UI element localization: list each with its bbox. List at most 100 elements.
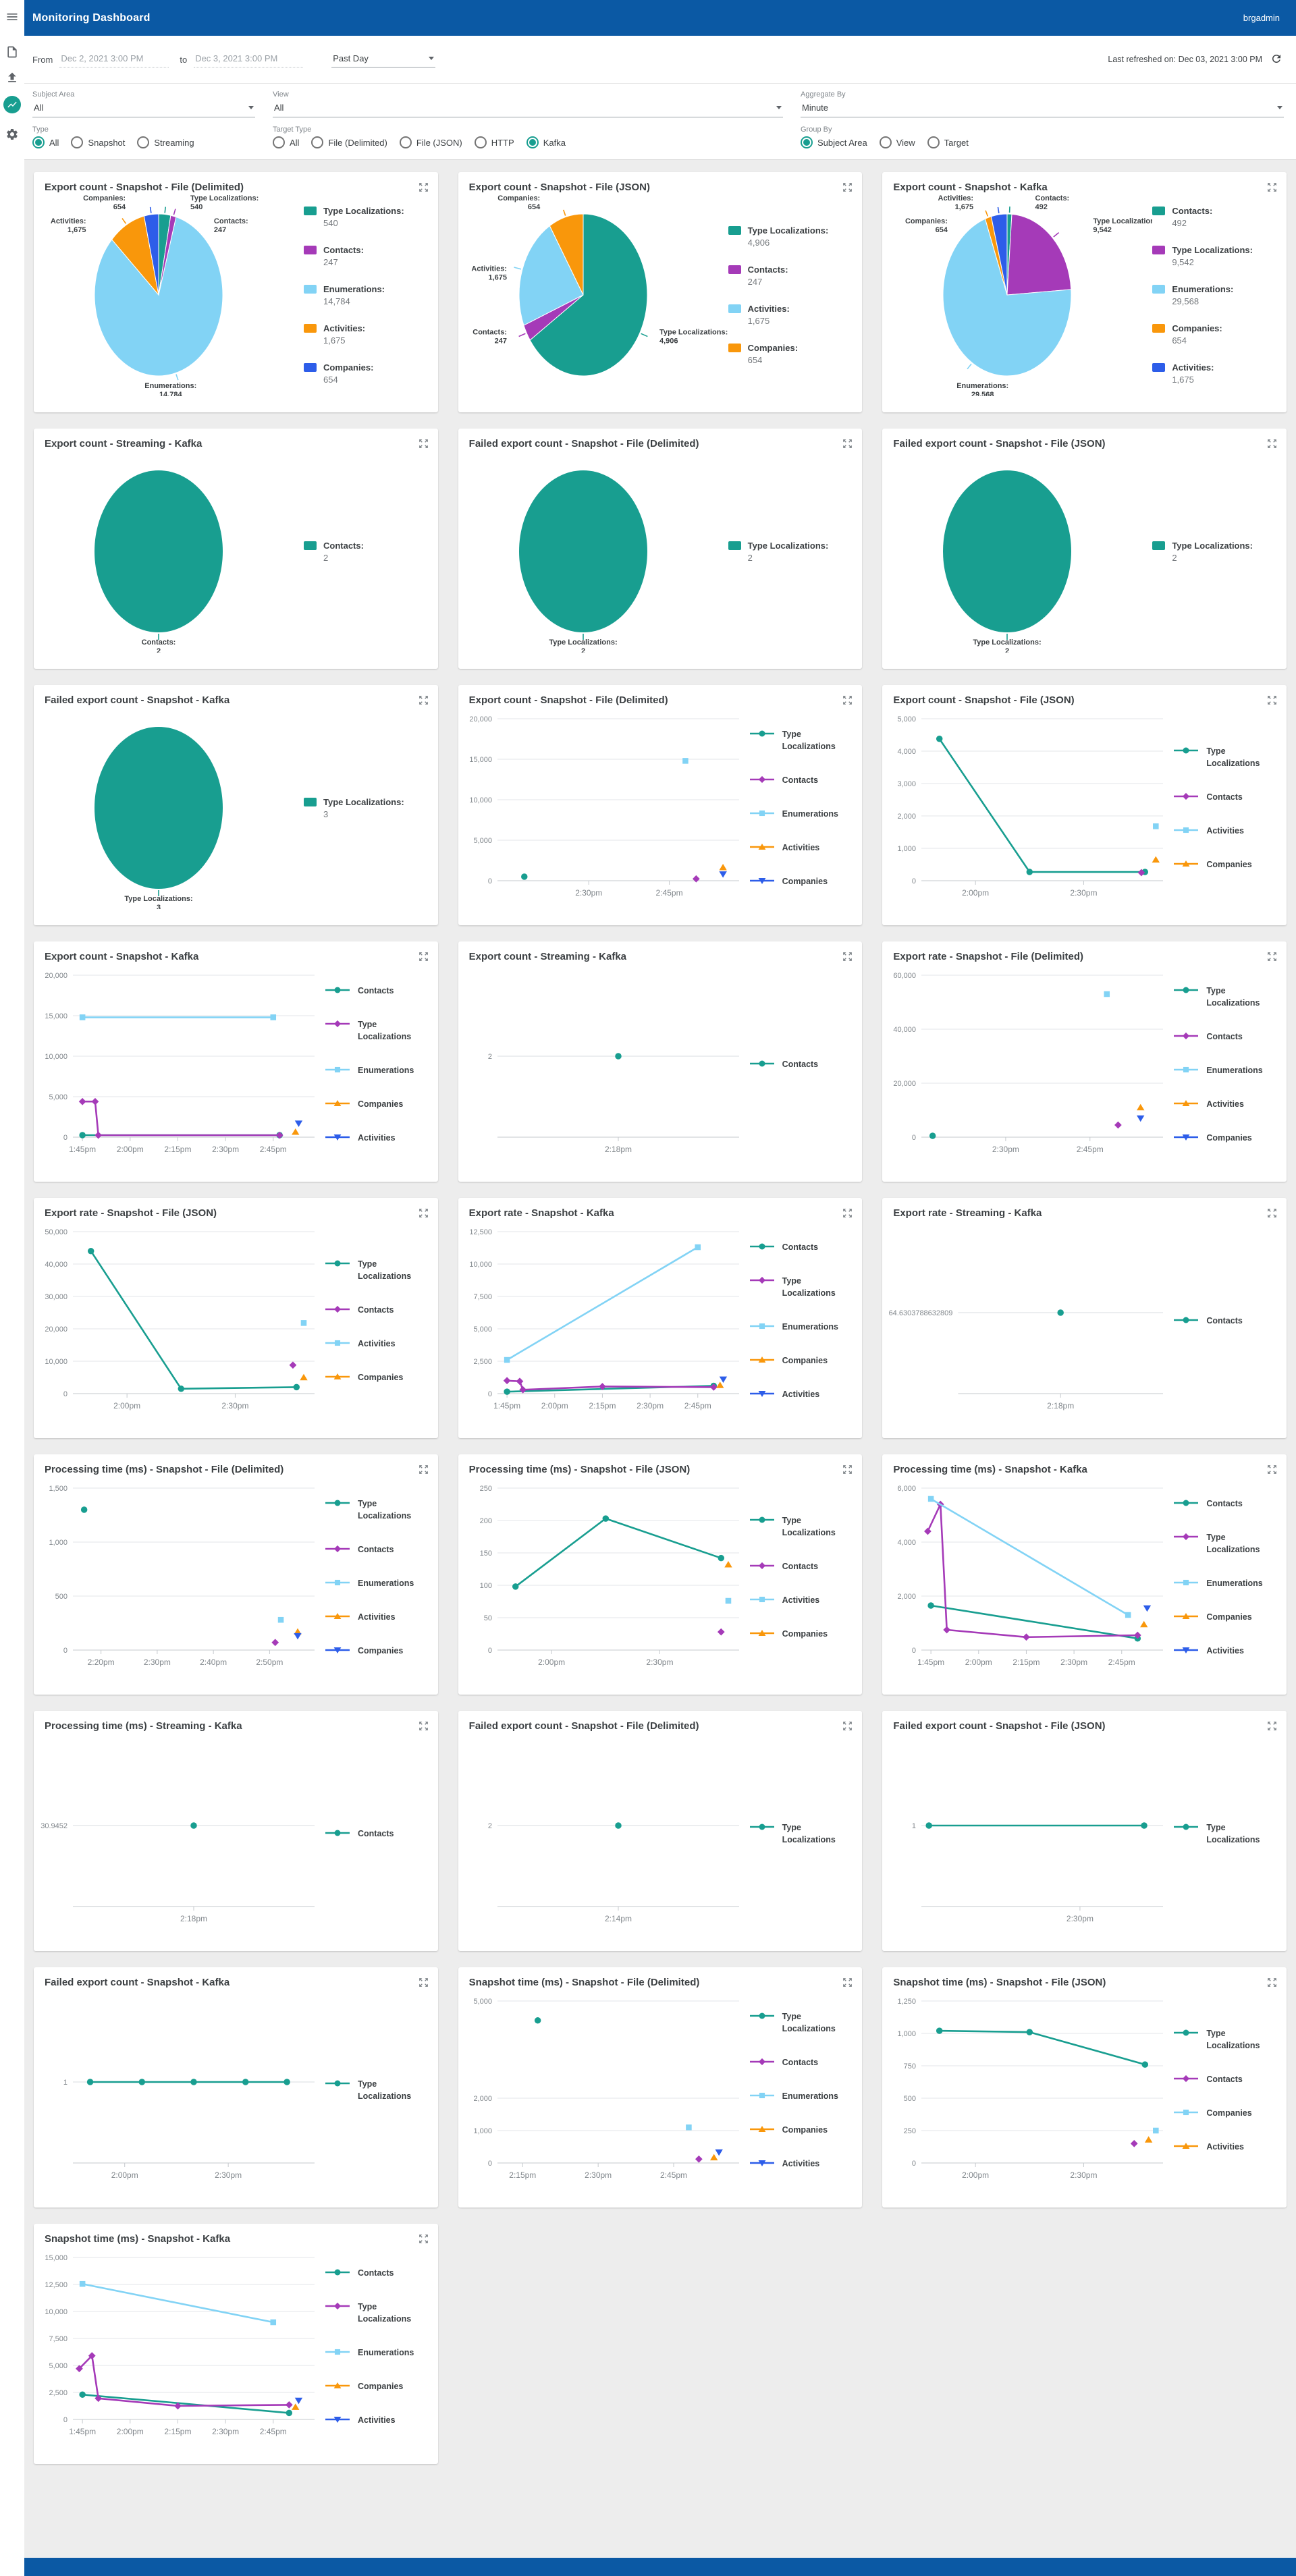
- view-select[interactable]: All: [273, 101, 783, 117]
- legend-item: Activities: 1,675: [304, 323, 431, 346]
- radio-circle[interactable]: [927, 136, 940, 148]
- expand-icon[interactable]: [418, 2233, 430, 2245]
- to-date-input[interactable]: Dec 3, 2021 3:00 PM: [194, 51, 304, 67]
- expand-icon[interactable]: [1266, 1207, 1278, 1220]
- target-type-radio-group: All File (Delimited) File (JSON) HTTP Kafka: [273, 136, 783, 148]
- refresh-icon[interactable]: [1270, 53, 1284, 66]
- expand-icon[interactable]: [842, 951, 854, 963]
- svg-text:1:45pm: 1:45pm: [69, 2427, 96, 2436]
- svg-text:250: 250: [904, 2127, 916, 2135]
- expand-icon[interactable]: [1266, 1464, 1278, 1476]
- legend-item: Type Localizations: [324, 2078, 431, 2102]
- expand-icon[interactable]: [418, 182, 430, 194]
- menu-icon[interactable]: [5, 9, 20, 24]
- expand-icon[interactable]: [1266, 1720, 1278, 1732]
- legend-item: Contacts: [324, 1828, 431, 1840]
- svg-text:50: 50: [483, 1614, 491, 1622]
- legend-item: Type Localizations: [1172, 985, 1280, 1009]
- chart-card: Export count - Snapshot - File (JSON) Typ…: [458, 172, 863, 412]
- radio-streaming[interactable]: Streaming: [137, 136, 194, 148]
- expand-icon[interactable]: [842, 438, 854, 450]
- legend-item: Activities: 1,675: [1152, 362, 1280, 385]
- expand-icon[interactable]: [842, 1464, 854, 1476]
- legend-item: Companies: [749, 875, 856, 887]
- dashboard-chart-icon[interactable]: [3, 96, 21, 113]
- radio-file-delimited-[interactable]: File (Delimited): [311, 136, 387, 148]
- radio-circle[interactable]: [311, 136, 324, 148]
- radio-file-json-[interactable]: File (JSON): [399, 136, 462, 148]
- user-name[interactable]: brgadmin: [1243, 13, 1280, 23]
- app-header: Monitoring Dashboard brgadmin: [24, 0, 1296, 36]
- chart-card: Export count - Streaming - Kafka 2 2:18pm C…: [458, 941, 863, 1182]
- expand-icon[interactable]: [842, 182, 854, 194]
- radio-circle[interactable]: [32, 136, 45, 148]
- radio-circle[interactable]: [801, 136, 813, 148]
- legend-item: Activities: [1172, 1645, 1280, 1657]
- expand-icon[interactable]: [418, 1207, 430, 1220]
- expand-icon[interactable]: [842, 1720, 854, 1732]
- legend-swatch: [728, 541, 741, 551]
- radio-subject-area[interactable]: Subject Area: [801, 136, 867, 148]
- from-date-input[interactable]: Dec 2, 2021 3:00 PM: [59, 51, 169, 67]
- range-select[interactable]: Past Day: [331, 51, 436, 67]
- legend-label: Contacts: [782, 1561, 819, 1571]
- svg-text:15,000: 15,000: [45, 2254, 68, 2262]
- legend-item: Companies: [749, 1354, 856, 1367]
- expand-icon[interactable]: [1266, 694, 1278, 707]
- chart-card: Export rate - Streaming - Kafka 64.630378…: [882, 1198, 1287, 1438]
- expand-icon[interactable]: [418, 1720, 430, 1732]
- legend-label: Contacts: [782, 1059, 819, 1069]
- expand-icon[interactable]: [418, 694, 430, 707]
- card-title: Export count - Snapshot - File (Delimite…: [45, 182, 244, 193]
- legend-item: Contacts: 492: [1152, 205, 1280, 228]
- svg-text:2:00pm: 2:00pm: [962, 888, 989, 898]
- upload-icon[interactable]: [5, 70, 20, 85]
- radio-circle[interactable]: [273, 136, 285, 148]
- radio-circle[interactable]: [399, 136, 412, 148]
- expand-icon[interactable]: [842, 694, 854, 707]
- radio-circle[interactable]: [474, 136, 487, 148]
- legend-item: Contacts: [749, 1058, 856, 1070]
- legend-swatch: [304, 246, 317, 255]
- expand-icon[interactable]: [842, 1207, 854, 1220]
- radio-all[interactable]: All: [273, 136, 299, 148]
- expand-icon[interactable]: [1266, 438, 1278, 450]
- expand-icon[interactable]: [418, 951, 430, 963]
- expand-icon[interactable]: [418, 1464, 430, 1476]
- file-icon[interactable]: [5, 45, 20, 59]
- expand-icon[interactable]: [1266, 951, 1278, 963]
- legend-item: Type Localizations: 540: [304, 205, 431, 228]
- expand-icon[interactable]: [1266, 182, 1278, 194]
- radio-all[interactable]: All: [32, 136, 59, 148]
- radio-view[interactable]: View: [879, 136, 915, 148]
- legend-item: Enumerations: [324, 1577, 431, 1589]
- aggregate-by-field: Aggregate By Minute: [801, 90, 1284, 117]
- radio-circle[interactable]: [526, 136, 539, 148]
- line-chart: 1 2:30pm: [882, 1732, 1172, 1935]
- radio-circle[interactable]: [137, 136, 150, 148]
- expand-icon[interactable]: [842, 1977, 854, 1989]
- radio-target[interactable]: Target: [927, 136, 969, 148]
- radio-snapshot[interactable]: Snapshot: [71, 136, 125, 148]
- page-title: Monitoring Dashboard: [32, 11, 151, 24]
- legend-item: Enumerations: 14,784: [304, 283, 431, 306]
- expand-icon[interactable]: [418, 438, 430, 450]
- chevron-down-icon: [248, 106, 254, 109]
- legend-label: Contacts: [782, 2057, 819, 2067]
- expand-icon[interactable]: [418, 1977, 430, 1989]
- radio-http[interactable]: HTTP: [474, 136, 514, 148]
- aggregate-by-select[interactable]: Minute: [801, 101, 1284, 117]
- svg-text:Enumerations:29,568: Enumerations: 29,568: [957, 382, 1009, 396]
- legend-label: Enumerations: 29,568: [1172, 284, 1234, 306]
- subject-area-select[interactable]: All: [32, 101, 255, 117]
- expand-icon[interactable]: [1266, 1977, 1278, 1989]
- radio-label: File (JSON): [416, 137, 462, 148]
- legend-label: Activities: [782, 2159, 820, 2169]
- gear-icon[interactable]: [5, 127, 20, 142]
- legend-label: Type Localizations: [358, 1498, 412, 1520]
- radio-circle[interactable]: [71, 136, 84, 148]
- radio-circle[interactable]: [879, 136, 892, 148]
- legend-swatch: [728, 265, 741, 275]
- radio-kafka[interactable]: Kafka: [526, 136, 566, 148]
- line-chart: 0 2,500 5,000 7,500 10,000 12,500 15,000 1:45pm…: [34, 2245, 324, 2448]
